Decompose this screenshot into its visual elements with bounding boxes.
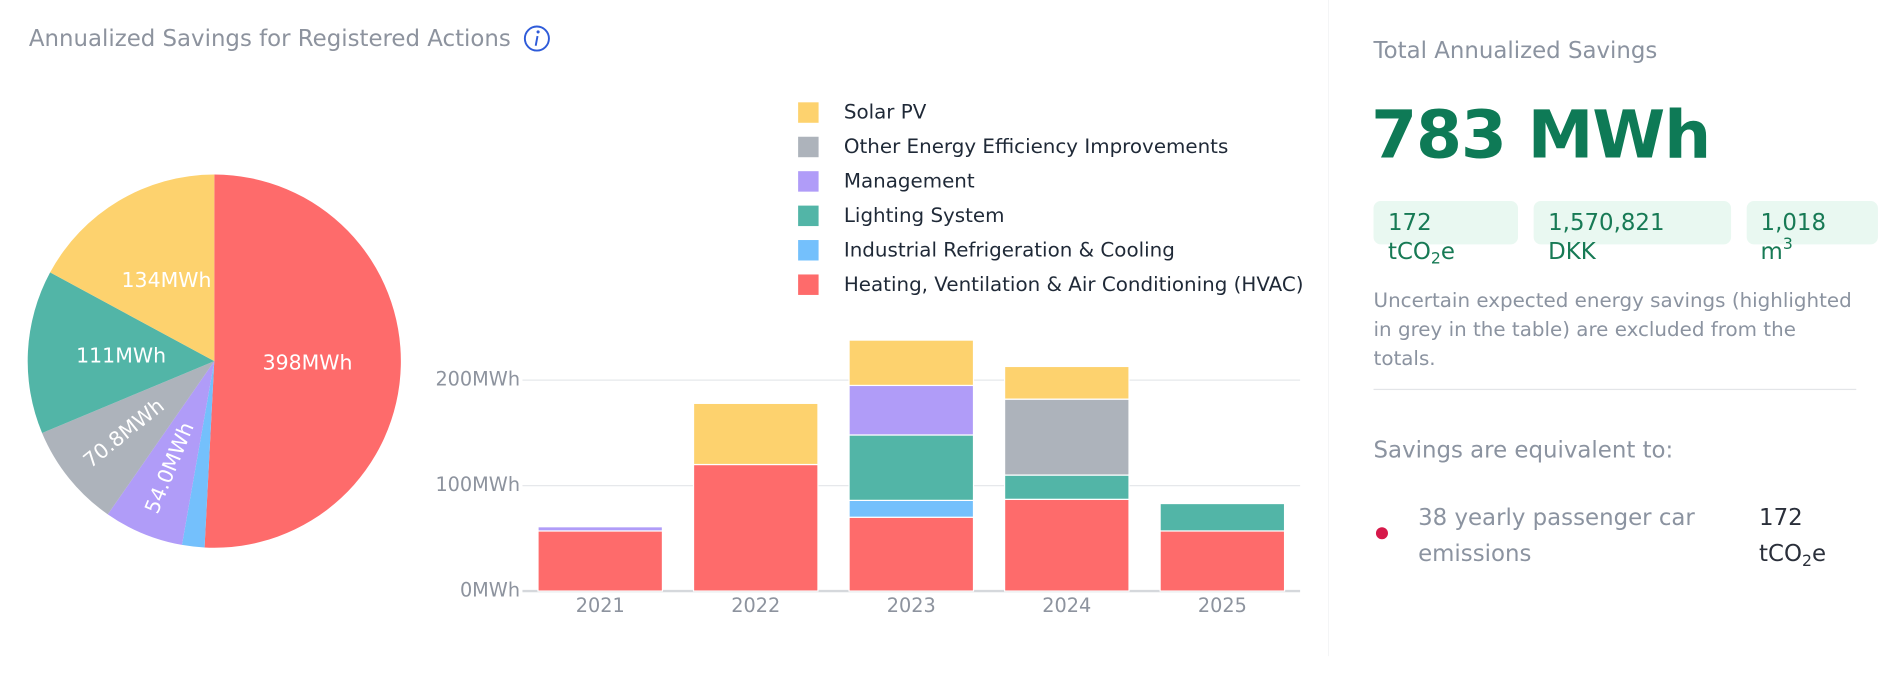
equivalent-amount: 172 tCO2e xyxy=(1759,500,1855,572)
total-savings: 783 MWh xyxy=(1371,96,1711,174)
legend-swatch xyxy=(798,136,819,158)
bar-segment xyxy=(848,384,975,436)
bar-segment xyxy=(848,434,975,501)
bar-segment xyxy=(848,339,975,387)
text: 1,570,821 DKK xyxy=(1548,209,1665,265)
chip: 1,018 m3 xyxy=(1746,201,1878,265)
x-tick-label: 2025 xyxy=(1198,594,1247,617)
pie-slice xyxy=(50,174,215,362)
bar-segment xyxy=(537,530,664,592)
bar-segment xyxy=(1003,398,1130,476)
info-icon[interactable] xyxy=(523,25,550,52)
legend-swatch xyxy=(798,205,819,227)
legend-label: Lighting System xyxy=(844,204,1005,227)
y-tick-label: 0MWh xyxy=(460,579,520,602)
summary-title: Total Annualized Savings xyxy=(1373,37,1658,64)
legend-swatch xyxy=(798,171,819,192)
bar-segment xyxy=(1159,530,1286,592)
legend-label: Industrial Refrigeration & Cooling xyxy=(844,238,1175,261)
x-tick-label: 2021 xyxy=(576,594,625,617)
bar-segment xyxy=(848,499,975,518)
legend-swatch xyxy=(798,102,819,123)
subscript: 2 xyxy=(1801,552,1812,571)
legend-label: Solar PV xyxy=(844,101,927,124)
x-tick-label: 2022 xyxy=(731,594,780,617)
bar-segment xyxy=(848,516,975,592)
chip: 1,570,821 DKK xyxy=(1533,201,1731,265)
legend-swatch xyxy=(798,240,819,261)
chips: 172 tCO2e 1,570,821 DKK 1,018 m3 xyxy=(1373,201,1878,267)
bar-segment xyxy=(692,402,819,466)
equivalents-title: Savings are equivalent to: xyxy=(1373,436,1674,464)
superscript: 3 xyxy=(1782,235,1793,255)
legend-label: Management xyxy=(844,170,975,193)
pie-slice xyxy=(42,361,215,515)
equivalent-row: 38 yearly passenger car emissions 172 tCO… xyxy=(1374,500,1856,572)
pie-label: 111MWh xyxy=(76,343,166,367)
note: Uncertain expected energy savings (highl… xyxy=(1373,288,1852,370)
separator xyxy=(1373,388,1857,391)
x-tick-label: 2023 xyxy=(887,594,936,617)
legend-label: Other Energy Efficiency Improvements xyxy=(844,135,1228,158)
y-tick-label: 200MWh xyxy=(435,368,520,391)
pie-slice xyxy=(107,361,215,545)
pie-slice xyxy=(204,174,401,548)
bar-segment xyxy=(1003,498,1130,592)
text: e xyxy=(1811,540,1827,567)
text: 1,018 m xyxy=(1760,209,1827,265)
charts-panel: Annualized Savings for Registered Action… xyxy=(27,0,1329,657)
bullet xyxy=(1375,527,1388,540)
bar-segment xyxy=(1003,474,1130,500)
y-tick-label: 100MWh xyxy=(435,473,520,496)
panel-title: Annualized Savings for Registered Action… xyxy=(29,26,511,52)
text: e xyxy=(1440,238,1455,265)
chip: 172 tCO2e xyxy=(1373,201,1519,267)
pie-slice xyxy=(27,272,215,433)
bar-segment xyxy=(692,463,819,592)
equivalent-label: 38 yearly passenger car emissions xyxy=(1418,504,1695,567)
bar-segment xyxy=(1159,502,1286,532)
pie-slice xyxy=(181,361,215,548)
subscript: 2 xyxy=(1430,250,1441,269)
legend-label: Heating, Ventilation & Air Conditioning … xyxy=(844,273,1304,296)
text: 172 tCO xyxy=(1387,209,1432,265)
pie-label: 134MWh xyxy=(122,268,212,292)
bar-segment xyxy=(537,526,664,532)
legend-swatch xyxy=(798,274,819,295)
pie-label: 398MWh xyxy=(263,351,353,375)
text: 172 tCO xyxy=(1759,504,1803,567)
x-tick-label: 2024 xyxy=(1042,594,1091,617)
bar-segment xyxy=(1003,365,1130,400)
